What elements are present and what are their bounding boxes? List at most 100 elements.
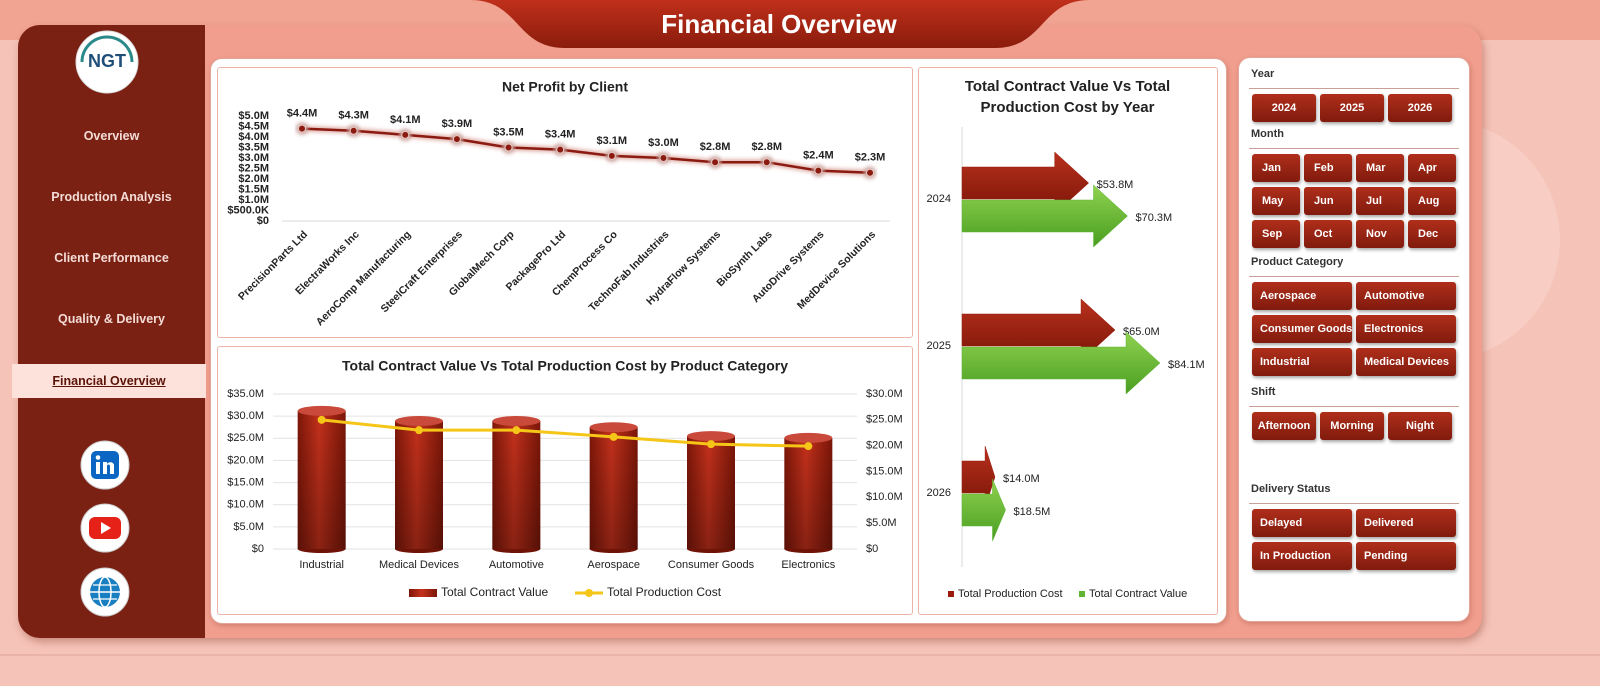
slicer-rule	[1249, 406, 1459, 407]
marker	[866, 168, 874, 177]
legend-label: Total Production Cost	[607, 585, 722, 599]
slicer-button[interactable]: Pending	[1356, 542, 1456, 570]
line-chart: Net Profit by Client$0$500.0K$1.0M$1.5M$…	[227, 79, 890, 329]
logo-arc	[80, 35, 134, 63]
data-label: $4.4M	[287, 108, 318, 120]
bar-cap	[784, 432, 833, 443]
icon-glyph	[95, 455, 101, 460]
logo: NGT	[75, 30, 139, 94]
data-label: $3.0M	[648, 137, 679, 149]
y2-tick-label: $5.0M	[866, 517, 897, 529]
y-tick-label: $30.0M	[227, 410, 264, 422]
marker	[298, 124, 306, 133]
slicer-rule	[1249, 503, 1459, 504]
x-tick-label: Medical Devices	[379, 559, 460, 571]
bar-shade	[492, 421, 541, 549]
y-tick-label: $1.5M	[238, 183, 269, 195]
y2-tick-label: $25.0M	[866, 414, 903, 426]
chart-title: Net Profit by Client	[502, 79, 628, 95]
slicer-button[interactable]: Jan	[1252, 154, 1300, 182]
slicer-button[interactable]: Aug	[1408, 187, 1456, 215]
slicer-title: Shift	[1251, 386, 1276, 398]
slicer-button[interactable]: Jun	[1304, 187, 1352, 215]
y-tick-label: 2026	[927, 487, 951, 499]
x-tick-label: Industrial	[299, 559, 344, 571]
y-tick-label: $3.5M	[238, 141, 269, 153]
slicer-title: Product Category	[1251, 256, 1344, 268]
slicer-button[interactable]: Delivered	[1356, 509, 1456, 537]
slicer-button[interactable]: Afternoon	[1252, 412, 1316, 440]
nav-item-active[interactable]: Financial Overview	[12, 364, 206, 398]
slicer-title: Delivery Status	[1251, 483, 1331, 495]
slicer-button[interactable]: Apr	[1408, 154, 1456, 182]
chart-title: Total Contract Value Vs Total Production…	[964, 78, 1171, 116]
web-icon[interactable]	[80, 567, 130, 617]
y-tick-label: 2025	[927, 340, 951, 352]
arrow-bar	[961, 298, 1116, 362]
bar-cap	[687, 431, 735, 442]
y-tick-label: $15.0M	[227, 476, 264, 488]
slicer-button[interactable]: Night	[1388, 412, 1452, 440]
slicer-button[interactable]: Morning	[1320, 412, 1384, 440]
y2-tick-label: $30.0M	[866, 388, 903, 400]
legend-swatch	[948, 591, 954, 597]
youtube-icon[interactable]	[80, 503, 130, 553]
data-label: $53.8M	[1097, 179, 1134, 191]
chart-title: Total Contract Value Vs Total Production…	[342, 358, 788, 374]
slicer-panel: Year 2024 2025 2026 Month Jan Feb Mar Apr May Jun J…	[1238, 57, 1470, 622]
nav-item[interactable]: Quality & Delivery	[58, 312, 165, 326]
slicer-button[interactable]: 2024	[1252, 94, 1316, 122]
slicer-rule	[1249, 88, 1459, 89]
nav-item[interactable]: Client Performance	[54, 251, 169, 265]
y-tick-label: $4.0M	[238, 131, 269, 143]
slicer-button[interactable]: In Production	[1252, 542, 1352, 570]
slicer-button[interactable]: Consumer Goods	[1252, 315, 1352, 343]
slicer-title: Month	[1251, 128, 1284, 140]
y-tick-label: $25.0M	[227, 432, 264, 444]
x-tick-label: AeroComp Manufacturing	[314, 229, 414, 329]
slicer-button[interactable]: Oct	[1304, 220, 1352, 248]
arrow-bar	[961, 478, 1006, 542]
slicer-button[interactable]: 2026	[1388, 94, 1452, 122]
legend-label: Total Production Cost	[958, 588, 1063, 600]
slicer-button[interactable]: May	[1252, 187, 1300, 215]
nav-item[interactable]: Production Analysis	[51, 190, 172, 204]
slicer-button[interactable]: Electronics	[1356, 315, 1456, 343]
slicer-button[interactable]: Feb	[1304, 154, 1352, 182]
data-label: $3.1M	[597, 135, 628, 147]
slicer-button[interactable]: Aerospace	[1252, 282, 1352, 310]
data-label: $84.1M	[1168, 359, 1205, 371]
y-tick-label: $500.0K	[227, 204, 269, 216]
marker	[609, 432, 618, 441]
nav-item[interactable]: Overview	[83, 129, 140, 143]
x-tick-label: Electronics	[781, 559, 835, 571]
slicer-button[interactable]: Automotive	[1356, 282, 1456, 310]
logo-circle	[75, 30, 139, 94]
linkedin-icon[interactable]	[80, 440, 130, 490]
marker	[452, 135, 461, 144]
slicer-button[interactable]: Sep	[1252, 220, 1300, 248]
slicer-button[interactable]: Mar	[1356, 154, 1404, 182]
slicer-rule	[1249, 276, 1459, 277]
slicer-button[interactable]: Medical Devices	[1356, 348, 1456, 376]
header: Financial Overview	[470, 0, 1090, 48]
y-tick-label: $2.5M	[238, 162, 269, 174]
marker	[804, 442, 813, 451]
y-tick-label: $1.0M	[238, 194, 269, 206]
slicer-button[interactable]: Dec	[1408, 220, 1456, 248]
slicer-button[interactable]: 2025	[1320, 94, 1384, 122]
slicer-button[interactable]: Industrial	[1252, 348, 1352, 376]
legend-swatch	[1079, 591, 1085, 597]
line	[301, 127, 871, 174]
marker	[317, 415, 326, 424]
slicer-button[interactable]: Nov	[1356, 220, 1404, 248]
data-label: $2.4M	[803, 150, 834, 162]
slicer-button[interactable]: Delayed	[1252, 509, 1352, 537]
slicer-button[interactable]: Jul	[1356, 187, 1404, 215]
data-label: $4.3M	[338, 110, 369, 122]
bar-cap	[492, 416, 541, 427]
data-label: $2.3M	[855, 152, 886, 164]
legend-label: Total Contract Value	[441, 585, 548, 599]
bar-shade	[395, 421, 443, 549]
